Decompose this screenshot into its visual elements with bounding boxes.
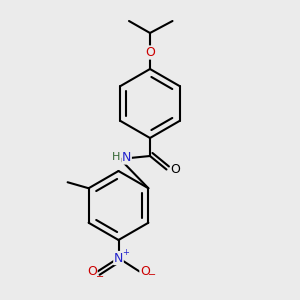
Text: +: +: [122, 248, 128, 257]
Text: N: N: [122, 151, 131, 164]
Text: −: −: [148, 270, 156, 280]
Text: O: O: [140, 265, 150, 278]
Text: O: O: [171, 163, 180, 176]
Text: O: O: [145, 46, 155, 59]
Text: −: −: [96, 272, 104, 282]
Text: N: N: [114, 251, 123, 265]
Text: O: O: [87, 265, 97, 278]
Text: H: H: [112, 152, 121, 163]
